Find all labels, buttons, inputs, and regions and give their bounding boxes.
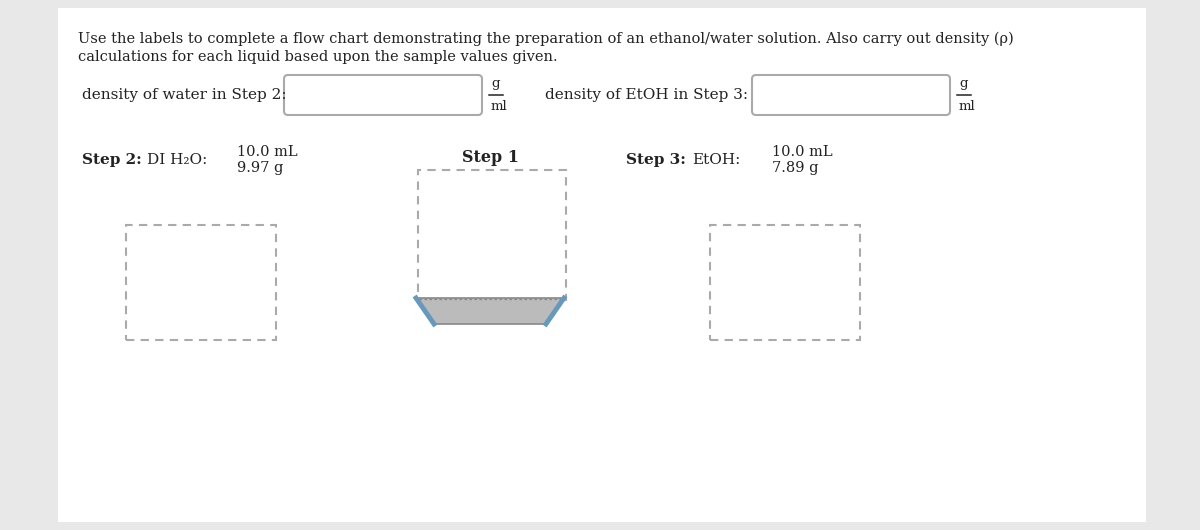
FancyBboxPatch shape <box>752 75 950 115</box>
FancyBboxPatch shape <box>284 75 482 115</box>
Text: 10.0 mL: 10.0 mL <box>238 145 298 159</box>
Text: 7.89 g: 7.89 g <box>772 161 818 175</box>
Text: g: g <box>959 77 967 90</box>
Bar <box>418 170 566 300</box>
Text: calculations for each liquid based upon the sample values given.: calculations for each liquid based upon … <box>78 50 558 64</box>
Polygon shape <box>416 298 564 324</box>
Text: ml: ml <box>491 100 508 113</box>
Text: Step 1: Step 1 <box>462 149 518 166</box>
Text: g: g <box>491 77 499 90</box>
Text: 9.97 g: 9.97 g <box>238 161 283 175</box>
Text: ml: ml <box>959 100 976 113</box>
Text: EtOH:: EtOH: <box>692 153 740 167</box>
Bar <box>710 225 860 340</box>
Bar <box>126 225 276 340</box>
Text: density of water in Step 2:: density of water in Step 2: <box>82 88 287 102</box>
Text: density of EtOH in Step 3:: density of EtOH in Step 3: <box>545 88 748 102</box>
Text: DI H₂O:: DI H₂O: <box>148 153 208 167</box>
Text: Use the labels to complete a flow chart demonstrating the preparation of an etha: Use the labels to complete a flow chart … <box>78 32 1014 47</box>
Text: Step 2:: Step 2: <box>82 153 142 167</box>
Text: Step 3:: Step 3: <box>626 153 686 167</box>
Text: 10.0 mL: 10.0 mL <box>772 145 833 159</box>
